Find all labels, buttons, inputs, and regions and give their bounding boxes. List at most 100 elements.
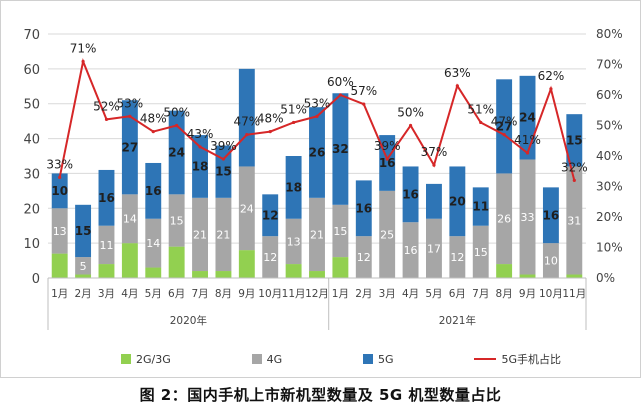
share-point <box>525 151 530 155</box>
bar-4g <box>426 218 442 278</box>
figure-caption: 图 2：国内手机上市新机型数量及 5G 机型数量占比 <box>139 386 502 404</box>
chart-frame: 0 10 20 30 40 50 60 70 0% 10% 20% 30% 40% 50% 60% 70% 80… <box>0 0 641 378</box>
y-left-tick-label: 40 <box>23 133 40 148</box>
share-label: 52% <box>93 99 120 113</box>
share-label: 60% <box>327 75 354 89</box>
legend-swatch-5g <box>363 354 374 364</box>
share-point <box>362 102 366 106</box>
data-label-5g: 18 <box>285 180 302 194</box>
data-label-4g: 15 <box>474 246 488 259</box>
bar-5g <box>472 187 489 226</box>
bar-4g <box>496 173 513 265</box>
y-left-tick-label: 0 <box>32 272 40 287</box>
share-point <box>315 114 319 118</box>
share-point <box>175 123 179 128</box>
bar-4g <box>355 236 372 278</box>
x-tick-label: 1月 <box>332 288 349 300</box>
bar-4g <box>121 194 138 244</box>
share-point <box>268 130 272 134</box>
bar-4g <box>449 236 466 278</box>
y-right-tick-label: 30% <box>596 180 623 194</box>
bar-4g <box>519 159 536 275</box>
data-label-5g: 16 <box>98 191 115 205</box>
bar-4g <box>75 257 92 275</box>
bar-4g <box>238 166 255 251</box>
x-tick-label: 11月 <box>562 288 586 300</box>
y-right-tick-label: 80% <box>596 27 623 41</box>
x-tick-label: 9月 <box>519 288 536 300</box>
bar-2g3g <box>145 267 162 278</box>
share-point <box>549 87 553 91</box>
share-label: 37% <box>421 145 448 159</box>
x-tick-label: 3月 <box>379 288 396 300</box>
data-label-5g: 20 <box>449 194 466 208</box>
bar-4g <box>98 225 115 265</box>
x-tick-label: 2月 <box>74 288 91 300</box>
bar-5g <box>51 173 68 209</box>
bar-2g3g <box>98 264 115 278</box>
data-label-4g: 5 <box>80 260 87 273</box>
data-label-4g: 11 <box>99 239 113 252</box>
x-tick-label: 10月 <box>258 288 282 300</box>
x-tick-label: 1月 <box>51 288 68 300</box>
bar-5g <box>426 183 442 219</box>
bar-4g <box>542 243 559 278</box>
x-tick-label: 4月 <box>121 288 138 300</box>
data-label-4g: 31 <box>567 214 581 227</box>
data-label-5g: 15 <box>75 224 92 238</box>
data-label-5g: 11 <box>472 200 489 214</box>
bar-4g <box>168 194 185 247</box>
data-label-5g: 16 <box>379 156 396 170</box>
share-point <box>572 178 576 182</box>
bar-4g <box>402 222 419 278</box>
y-left-tick-label: 60 <box>23 63 40 78</box>
data-label-4g: 10 <box>544 255 558 268</box>
x-tick-label: 10月 <box>539 288 563 300</box>
bar-5g <box>215 145 232 198</box>
x-tick-label: 7月 <box>191 288 208 300</box>
data-label-5g: 27 <box>496 119 513 133</box>
share-label: 47% <box>233 115 260 129</box>
share-label: 32% <box>561 160 588 174</box>
x-tick-label: 9月 <box>238 288 255 300</box>
bar-4g <box>309 197 325 272</box>
y-right-tick-label: 0% <box>596 271 615 285</box>
data-label-5g: 18 <box>192 159 209 173</box>
data-label-4g: 12 <box>357 251 371 264</box>
legend-swatch-4g <box>251 354 262 364</box>
share-label: 47% <box>491 115 518 129</box>
y-right-tick-label: 60% <box>596 88 623 102</box>
y-left-tick-label: 10 <box>23 237 40 252</box>
data-label-5g: 27 <box>122 140 139 154</box>
legend-label-share: 5G手机占比 <box>501 353 561 366</box>
x-tick-label: 2月 <box>355 288 372 300</box>
bar-5g <box>285 156 302 219</box>
chart-svg: 0 10 20 30 40 50 60 70 0% 10% 20% 30% 40% 50% 60% 70% 80… <box>23 27 623 330</box>
bar-4g <box>379 190 396 278</box>
bar-4g <box>192 197 208 272</box>
x-tick-label: 5月 <box>425 288 442 300</box>
data-label-4g: 12 <box>263 251 277 264</box>
share-label: 39% <box>210 139 237 153</box>
share-label: 43% <box>187 127 214 141</box>
y-right-tick-label: 40% <box>596 149 623 163</box>
share-label: 62% <box>538 69 565 83</box>
share-label: 48% <box>257 112 284 126</box>
data-label-5g: 15 <box>566 133 583 147</box>
bar-5g <box>145 162 162 219</box>
bar-5g <box>262 194 279 237</box>
share-label: 71% <box>70 41 97 55</box>
bar-4g <box>332 204 349 258</box>
x-tick-label: 3月 <box>98 288 115 300</box>
y-left-tick-label: 70 <box>23 28 40 43</box>
data-label-5g: 32 <box>332 142 349 156</box>
data-label-4g: 16 <box>404 244 418 257</box>
x-tick-label: 5月 <box>145 288 162 300</box>
bar-5g <box>355 180 372 237</box>
data-label-4g: 24 <box>240 202 254 215</box>
bar-4g <box>51 208 68 254</box>
bar-5g <box>566 114 583 167</box>
year-group-label: 2020年 <box>170 314 207 327</box>
data-label-4g: 21 <box>216 228 230 241</box>
bar-5g <box>519 75 536 160</box>
